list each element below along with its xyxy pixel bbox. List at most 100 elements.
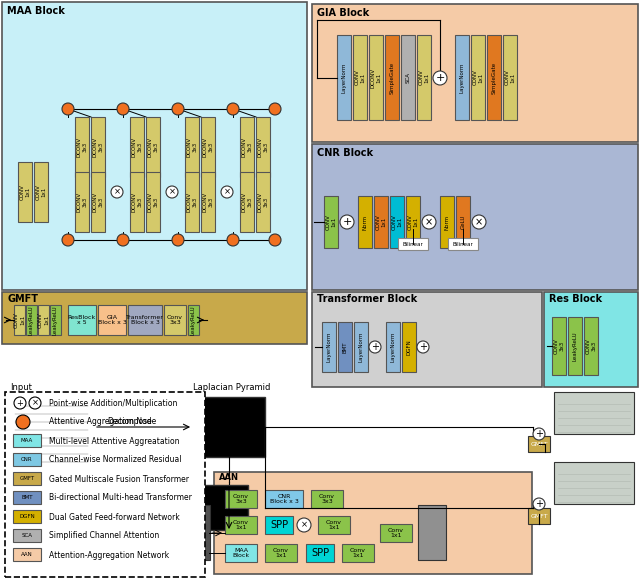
Text: CONV
1x1: CONV 1x1 [20,184,31,200]
Text: CONV
1x1: CONV 1x1 [504,70,515,86]
Text: LayerNorm: LayerNorm [358,332,364,362]
Text: CONV
1x1: CONV 1x1 [472,70,483,86]
Text: ×: × [475,217,483,227]
Text: SPP: SPP [270,520,288,530]
Text: CONV
3x3: CONV 3x3 [554,338,564,354]
Text: LeakyReLU: LeakyReLU [29,305,34,335]
Bar [456,196,470,248]
Bar [240,172,254,232]
Bar [34,162,48,222]
Text: Multi-level Attentive Aggreatation: Multi-level Attentive Aggreatation [49,436,179,445]
Bar [75,117,89,177]
Circle shape [172,234,184,246]
Text: DCONV
3x3: DCONV 3x3 [77,137,88,157]
Text: Attention-Aggregation Network: Attention-Aggregation Network [49,551,169,559]
Text: DCONV
3x3: DCONV 3x3 [203,137,213,157]
Circle shape [111,186,123,198]
Bar [13,491,41,504]
Circle shape [340,215,354,229]
Circle shape [221,186,233,198]
Text: CONV
1x1: CONV 1x1 [355,70,365,86]
Text: Laplacian Pyramid: Laplacian Pyramid [193,383,270,392]
Text: GMFT: GMFT [530,513,548,519]
Text: Conv
3x3: Conv 3x3 [167,315,183,325]
Bar [418,505,446,560]
Text: Conv
1x1: Conv 1x1 [233,520,249,530]
Bar [455,35,469,120]
Bar [185,172,199,232]
Text: MAA Block: MAA Block [7,6,65,16]
Text: DCONV
3x3: DCONV 3x3 [258,192,268,212]
Circle shape [422,215,436,229]
Bar [385,35,399,120]
Text: Decompose: Decompose [108,417,152,426]
Bar [528,436,550,452]
Text: Input: Input [10,383,32,392]
Text: GIA Block: GIA Block [317,8,369,18]
Text: Conv
1x1: Conv 1x1 [350,548,366,558]
Text: Norm: Norm [362,214,367,229]
Text: GMFT: GMFT [7,294,38,304]
Bar [256,117,270,177]
Bar [130,172,144,232]
Text: DCONV
3x3: DCONV 3x3 [93,137,104,157]
Circle shape [417,341,429,353]
Text: ×: × [168,187,175,197]
Text: LayerNorm: LayerNorm [326,332,332,362]
Text: Conv
3x3: Conv 3x3 [319,494,335,505]
Bar [14,305,25,335]
Text: GMFT: GMFT [530,442,548,446]
Text: DCONV
3x3: DCONV 3x3 [187,137,197,157]
Text: Bilinear: Bilinear [452,242,474,247]
Bar [390,196,404,248]
Bar [240,117,254,177]
Bar [324,196,338,248]
Bar [13,510,41,523]
Bar [13,453,41,466]
Text: +: + [535,429,543,439]
Text: SimpleGate: SimpleGate [390,62,394,94]
Bar [406,196,420,248]
Text: DGFN: DGFN [19,514,35,519]
Bar [68,305,96,335]
Bar [225,490,257,508]
Text: LeakyReLU: LeakyReLU [191,305,196,335]
Bar [322,322,336,372]
Circle shape [369,341,381,353]
Bar [13,529,41,542]
Bar [13,548,41,561]
Text: CONV
1x1: CONV 1x1 [376,214,387,230]
Bar [265,516,293,534]
Text: Conv
3x3: Conv 3x3 [233,494,249,505]
Bar [552,317,566,375]
Bar [185,117,199,177]
Bar [354,322,368,372]
Bar [554,462,634,504]
Circle shape [227,103,239,115]
Text: +: + [342,217,352,227]
Text: CONV
1x1: CONV 1x1 [326,214,337,230]
Text: DCONV
3x3: DCONV 3x3 [242,192,252,212]
Bar [146,172,160,232]
Bar [10,394,92,464]
Text: DCONV
3x3: DCONV 3x3 [242,137,252,157]
Circle shape [62,103,74,115]
Bar [374,196,388,248]
Bar [50,305,61,335]
Bar [401,35,415,120]
Text: +: + [535,499,543,509]
Bar [503,35,517,120]
Text: Conv
1x1: Conv 1x1 [388,528,404,538]
Bar [75,172,89,232]
Text: Conv
1x1: Conv 1x1 [326,520,342,530]
Bar [130,117,144,177]
Bar [386,322,400,372]
Circle shape [62,234,74,246]
Bar [178,505,210,560]
Text: ResBlock
x 5: ResBlock x 5 [68,315,96,325]
Bar [369,35,383,120]
Text: SPP: SPP [311,548,329,558]
Bar [448,238,478,250]
Bar [225,516,257,534]
Bar [338,322,352,372]
